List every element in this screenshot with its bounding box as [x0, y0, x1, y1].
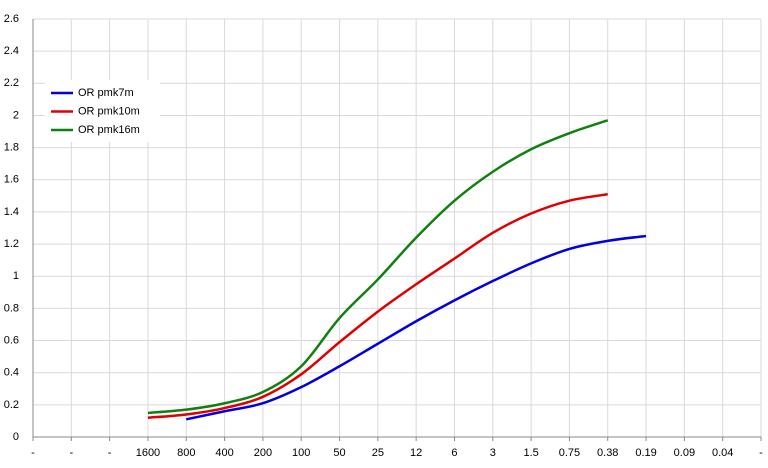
x-tick-label: -	[759, 447, 763, 459]
x-tick-label: -	[108, 447, 112, 459]
y-tick-label: 0	[13, 431, 19, 443]
y-tick-label: 2.4	[4, 45, 19, 57]
x-tick-label: -	[31, 447, 35, 459]
x-tick-label: 0.04	[712, 447, 733, 459]
x-tick-label: 0.19	[635, 447, 656, 459]
x-tick-label: 1600	[136, 447, 160, 459]
y-tick-label: 1.4	[4, 206, 19, 218]
x-tick-label: 100	[292, 447, 310, 459]
x-tick-label: 200	[254, 447, 272, 459]
y-tick-label: 1.8	[4, 142, 19, 154]
y-tick-label: 2	[13, 109, 19, 121]
x-tick-label: 50	[333, 447, 345, 459]
x-tick-label: 0.09	[674, 447, 695, 459]
x-tick-label: 400	[215, 447, 233, 459]
series-line	[147, 193, 608, 419]
y-tick-label: 2.2	[4, 77, 19, 89]
y-tick-label: 1	[13, 270, 19, 282]
series-line	[186, 234, 647, 421]
x-tick-label: -	[69, 447, 73, 459]
y-tick-label: 2.6	[4, 13, 19, 25]
x-tick-label: 6	[451, 447, 457, 459]
x-tick-label: 12	[410, 447, 422, 459]
x-tick-label: 25	[372, 447, 384, 459]
y-tick-label: 0.6	[4, 334, 19, 346]
y-tick-label: 1.6	[4, 174, 19, 186]
y-tick-label: 1.2	[4, 238, 19, 250]
series-line	[147, 119, 609, 415]
x-tick-label: 0.38	[597, 447, 618, 459]
x-tick-label: 800	[177, 447, 195, 459]
x-tick-label: 1.5	[523, 447, 538, 459]
legend-label: OR pmk7m	[78, 87, 134, 99]
legend-label: OR pmk16m	[78, 124, 140, 136]
legend-label: OR pmk10m	[78, 105, 140, 117]
y-tick-label: 0.8	[4, 302, 19, 314]
legend: OR pmk7m OR pmk10m OR pmk16m	[45, 80, 160, 142]
y-tick-label: 0.2	[4, 399, 19, 411]
y-tick-label: 0.4	[4, 367, 19, 379]
x-tick-label: 3	[490, 447, 496, 459]
x-tick-label: 0.75	[559, 447, 580, 459]
